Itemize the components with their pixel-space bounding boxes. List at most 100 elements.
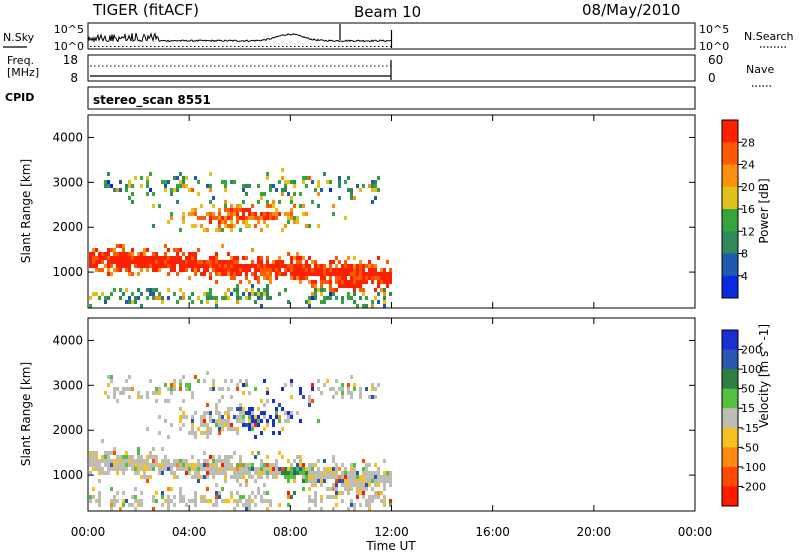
heatmap-cell — [104, 451, 107, 455]
heatmap-cell — [377, 495, 380, 499]
heatmap-cell — [200, 264, 203, 268]
heatmap-cell — [245, 220, 248, 224]
heatmap-cell — [305, 268, 308, 272]
heatmap-cell — [287, 220, 290, 224]
heatmap-cell — [137, 264, 140, 268]
heatmap-cell — [215, 467, 218, 471]
heatmap-cell — [224, 268, 227, 272]
heatmap-cell — [242, 268, 245, 272]
heatmap-cell — [179, 419, 182, 423]
heatmap-cell — [215, 423, 218, 427]
heatmap-cell — [146, 180, 149, 184]
heatmap-cell — [272, 216, 275, 220]
heatmap-cell — [191, 463, 194, 467]
heatmap-cell — [131, 256, 134, 260]
heatmap-cell — [269, 184, 272, 188]
heatmap-cell — [248, 411, 251, 415]
heatmap-cell — [341, 383, 344, 387]
heatmap-cell — [251, 248, 254, 252]
heatmap-cell — [233, 180, 236, 184]
heatmap-cell — [116, 244, 119, 248]
heatmap-cell — [239, 411, 242, 415]
heatmap-cell — [236, 220, 239, 224]
heatmap-cell — [308, 264, 311, 268]
heatmap-cell — [314, 188, 317, 192]
heatmap-cell — [383, 475, 386, 479]
heatmap-cell — [128, 256, 131, 260]
heatmap-cell — [242, 407, 245, 411]
heatmap-cell — [245, 288, 248, 292]
heatmap-cell — [131, 495, 134, 499]
heatmap-cell — [119, 288, 122, 292]
heatmap-cell — [329, 264, 332, 268]
heatmap-cell — [206, 459, 209, 463]
heatmap-cell — [116, 459, 119, 463]
heatmap-cell — [329, 387, 332, 391]
heatmap-cell — [377, 479, 380, 483]
heatmap-cell — [239, 407, 242, 411]
heatmap-cell — [233, 272, 236, 276]
heatmap-cell — [242, 467, 245, 471]
heatmap-cell — [299, 463, 302, 467]
heatmap-cell — [374, 184, 377, 188]
heatmap-cell — [368, 276, 371, 280]
heatmap-cell — [131, 184, 134, 188]
heatmap-cell — [284, 212, 287, 216]
heatmap-cell — [308, 224, 311, 228]
heatmap-cell — [314, 264, 317, 268]
heatmap-cell — [278, 403, 281, 407]
heatmap-cell — [287, 264, 290, 268]
heatmap-cell — [89, 451, 92, 455]
heatmap-cell — [350, 391, 353, 395]
heatmap-cell — [296, 264, 299, 268]
heatmap-cell — [239, 419, 242, 423]
heatmap-cell — [122, 248, 125, 252]
x-tick-label: 20:00 — [577, 525, 612, 539]
heatmap-cell — [326, 471, 329, 475]
heatmap-cell — [356, 264, 359, 268]
heatmap-cell — [170, 387, 173, 391]
heatmap-cell — [326, 487, 329, 491]
heatmap-cell — [242, 383, 245, 387]
heatmap-cell — [146, 184, 149, 188]
heatmap-cell — [197, 180, 200, 184]
heatmap-cell — [365, 463, 368, 467]
heatmap-cell — [242, 463, 245, 467]
heatmap-cell — [329, 284, 332, 288]
heatmap-cell — [128, 463, 131, 467]
heatmap-cell — [197, 268, 200, 272]
heatmap-cell — [149, 288, 152, 292]
heatmap-cell — [203, 423, 206, 427]
heatmap-cell — [287, 495, 290, 499]
velocity-colorbar-tick-label: -100 — [741, 461, 766, 474]
heatmap-cell — [134, 487, 137, 491]
heatmap-cell — [125, 288, 128, 292]
heatmap-cell — [275, 188, 278, 192]
heatmap-cell — [194, 475, 197, 479]
heatmap-cell — [107, 260, 110, 264]
heatmap-cell — [230, 268, 233, 272]
heatmap-cell — [107, 272, 110, 276]
heatmap-cell — [110, 272, 113, 276]
heatmap-cell — [233, 268, 236, 272]
heatmap-cell — [341, 479, 344, 483]
heatmap-cell — [182, 399, 185, 403]
heatmap-cell — [131, 503, 134, 507]
heatmap-cell — [245, 463, 248, 467]
heatmap-cell — [338, 284, 341, 288]
heatmap-cell — [152, 447, 155, 451]
heatmap-cell — [98, 256, 101, 260]
heatmap-cell — [299, 256, 302, 260]
heatmap-cell — [365, 387, 368, 391]
heatmap-cell — [236, 300, 239, 304]
heatmap-cell — [134, 300, 137, 304]
heatmap-cell — [332, 387, 335, 391]
heatmap-cell — [125, 268, 128, 272]
heatmap-cell — [206, 184, 209, 188]
heatmap-cell — [254, 300, 257, 304]
heatmap-cell — [275, 276, 278, 280]
heatmap-cell — [386, 284, 389, 288]
heatmap-cell — [293, 264, 296, 268]
heatmap-cell — [125, 387, 128, 391]
